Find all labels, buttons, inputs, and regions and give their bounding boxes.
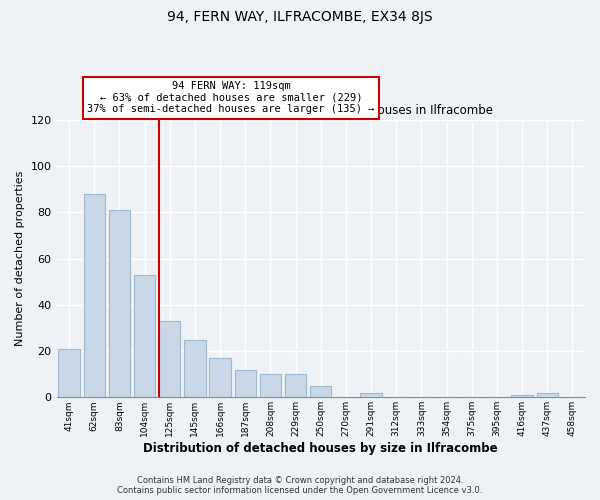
Bar — [285, 374, 307, 398]
Bar — [109, 210, 130, 398]
Bar — [361, 392, 382, 398]
Text: Contains HM Land Registry data © Crown copyright and database right 2024.
Contai: Contains HM Land Registry data © Crown c… — [118, 476, 482, 495]
Bar — [511, 395, 533, 398]
Text: 94, FERN WAY, ILFRACOMBE, EX34 8JS: 94, FERN WAY, ILFRACOMBE, EX34 8JS — [167, 10, 433, 24]
Bar — [134, 275, 155, 398]
Bar — [184, 340, 206, 398]
Bar — [83, 194, 105, 398]
Bar — [310, 386, 331, 398]
Bar — [159, 321, 181, 398]
Bar — [235, 370, 256, 398]
Bar — [260, 374, 281, 398]
Bar — [536, 392, 558, 398]
Text: 94 FERN WAY: 119sqm
← 63% of detached houses are smaller (229)
37% of semi-detac: 94 FERN WAY: 119sqm ← 63% of detached ho… — [87, 81, 374, 114]
Bar — [58, 348, 80, 398]
Bar — [209, 358, 231, 398]
Title: Size of property relative to detached houses in Ilfracombe: Size of property relative to detached ho… — [149, 104, 493, 118]
Y-axis label: Number of detached properties: Number of detached properties — [15, 171, 25, 346]
X-axis label: Distribution of detached houses by size in Ilfracombe: Distribution of detached houses by size … — [143, 442, 498, 455]
